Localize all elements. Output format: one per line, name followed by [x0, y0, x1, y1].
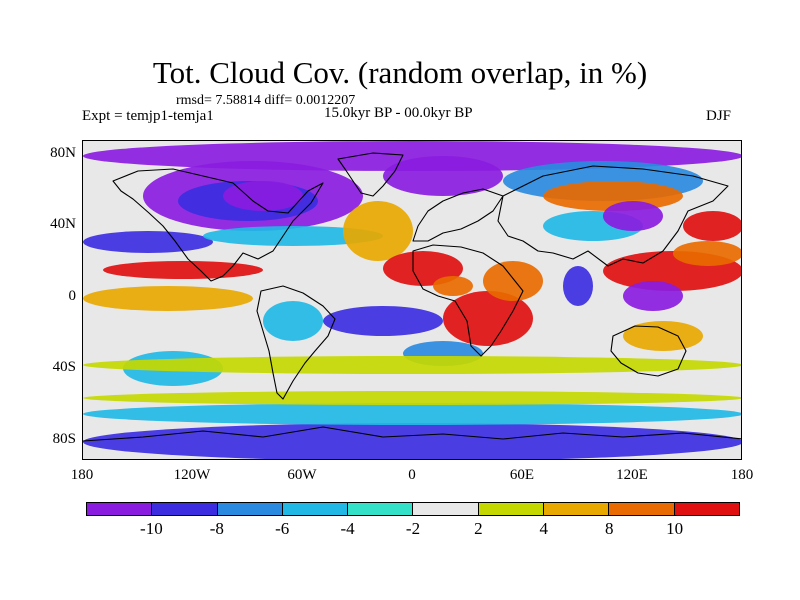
anomaly-region: [683, 211, 741, 241]
colorbar-label: -2: [405, 519, 421, 538]
coastline-europe: [412, 188, 504, 242]
anomaly-region: [483, 261, 543, 301]
anomaly-region: [83, 391, 741, 405]
coastline-south-america: [256, 285, 336, 400]
lon-tick-label: 120W: [173, 467, 211, 483]
anomaly-region: [623, 321, 703, 351]
colorbar-segment: [87, 503, 153, 515]
coastline-asia: [497, 165, 729, 267]
anomaly-region: [603, 201, 663, 231]
anomaly-region: [83, 403, 741, 425]
anomaly-region: [433, 276, 473, 296]
lon-tick-label: 180: [70, 467, 94, 483]
anomaly-region: [443, 291, 533, 346]
map-title: Tot. Cloud Cov. (random overlap, in %): [152, 55, 648, 90]
anomaly-region: [383, 156, 503, 196]
lon-tick-label: 0: [408, 467, 416, 483]
colorbar-segment: [282, 503, 349, 515]
lat-tick-label: 40N: [50, 216, 76, 232]
colorbar-segment: [478, 503, 545, 515]
colorbar-segment: [609, 503, 675, 515]
colorbar-segment: [674, 503, 739, 515]
season-label: DJF: [706, 108, 732, 124]
anomaly-region: [83, 231, 213, 253]
colorbar-label: 8: [604, 519, 614, 538]
coastline-australia: [610, 325, 687, 377]
experiment-label: Expt = temjp1-temja1: [82, 108, 214, 124]
lon-tick-label: 60W: [287, 467, 317, 483]
period-label: 15.0kyr BP - 00.0kyr BP: [324, 105, 473, 121]
rmsd-text: rmsd= 7.58814 diff= 0.0012207: [176, 93, 356, 108]
colorbar-label: 2: [474, 519, 483, 538]
anomaly-region: [83, 423, 741, 459]
coastline-greenland: [337, 152, 404, 197]
coastline-africa: [412, 244, 524, 357]
anomaly-region: [343, 201, 413, 261]
anomaly-region: [223, 181, 303, 211]
anomaly-region: [103, 261, 263, 279]
colorbar-segment: [217, 503, 283, 515]
map-plot-area: [82, 140, 742, 460]
anomaly-region: [263, 301, 323, 341]
lat-tick-label: 40S: [52, 359, 76, 375]
colorbar-segment: [544, 503, 610, 515]
anomaly-region: [673, 241, 741, 266]
colorbar-label: -8: [209, 519, 224, 538]
anomaly-region: [563, 266, 593, 306]
colorbar-label: 4: [539, 519, 549, 538]
colorbar-segment: [152, 503, 218, 515]
colorbar-label: -10: [140, 519, 163, 538]
lat-tick-label: 80N: [50, 145, 76, 161]
coastline-north-america: [112, 168, 324, 282]
colorbar-segment: [348, 503, 414, 515]
colorbar-label: -4: [340, 519, 355, 538]
anomaly-region: [623, 281, 683, 311]
anomaly-region: [323, 306, 443, 336]
anomaly-region: [203, 226, 383, 246]
coastline-antarctica: [83, 426, 741, 442]
colorbar-label: 10: [666, 519, 684, 538]
colorbar-segment: [413, 503, 479, 515]
anomaly-region: [83, 356, 741, 374]
lon-tick-label: 60E: [509, 467, 535, 483]
lon-tick-label: 120E: [616, 467, 648, 483]
anomaly-region: [383, 251, 463, 286]
lat-tick-label: 0: [68, 288, 77, 304]
anomaly-region: [83, 286, 253, 311]
lat-tick-label: 80S: [52, 431, 76, 447]
cloud-cover-map: [83, 141, 741, 459]
lon-tick-label: 180: [730, 467, 754, 483]
colorbar-label: -6: [275, 519, 290, 538]
colorbar: [86, 502, 740, 516]
